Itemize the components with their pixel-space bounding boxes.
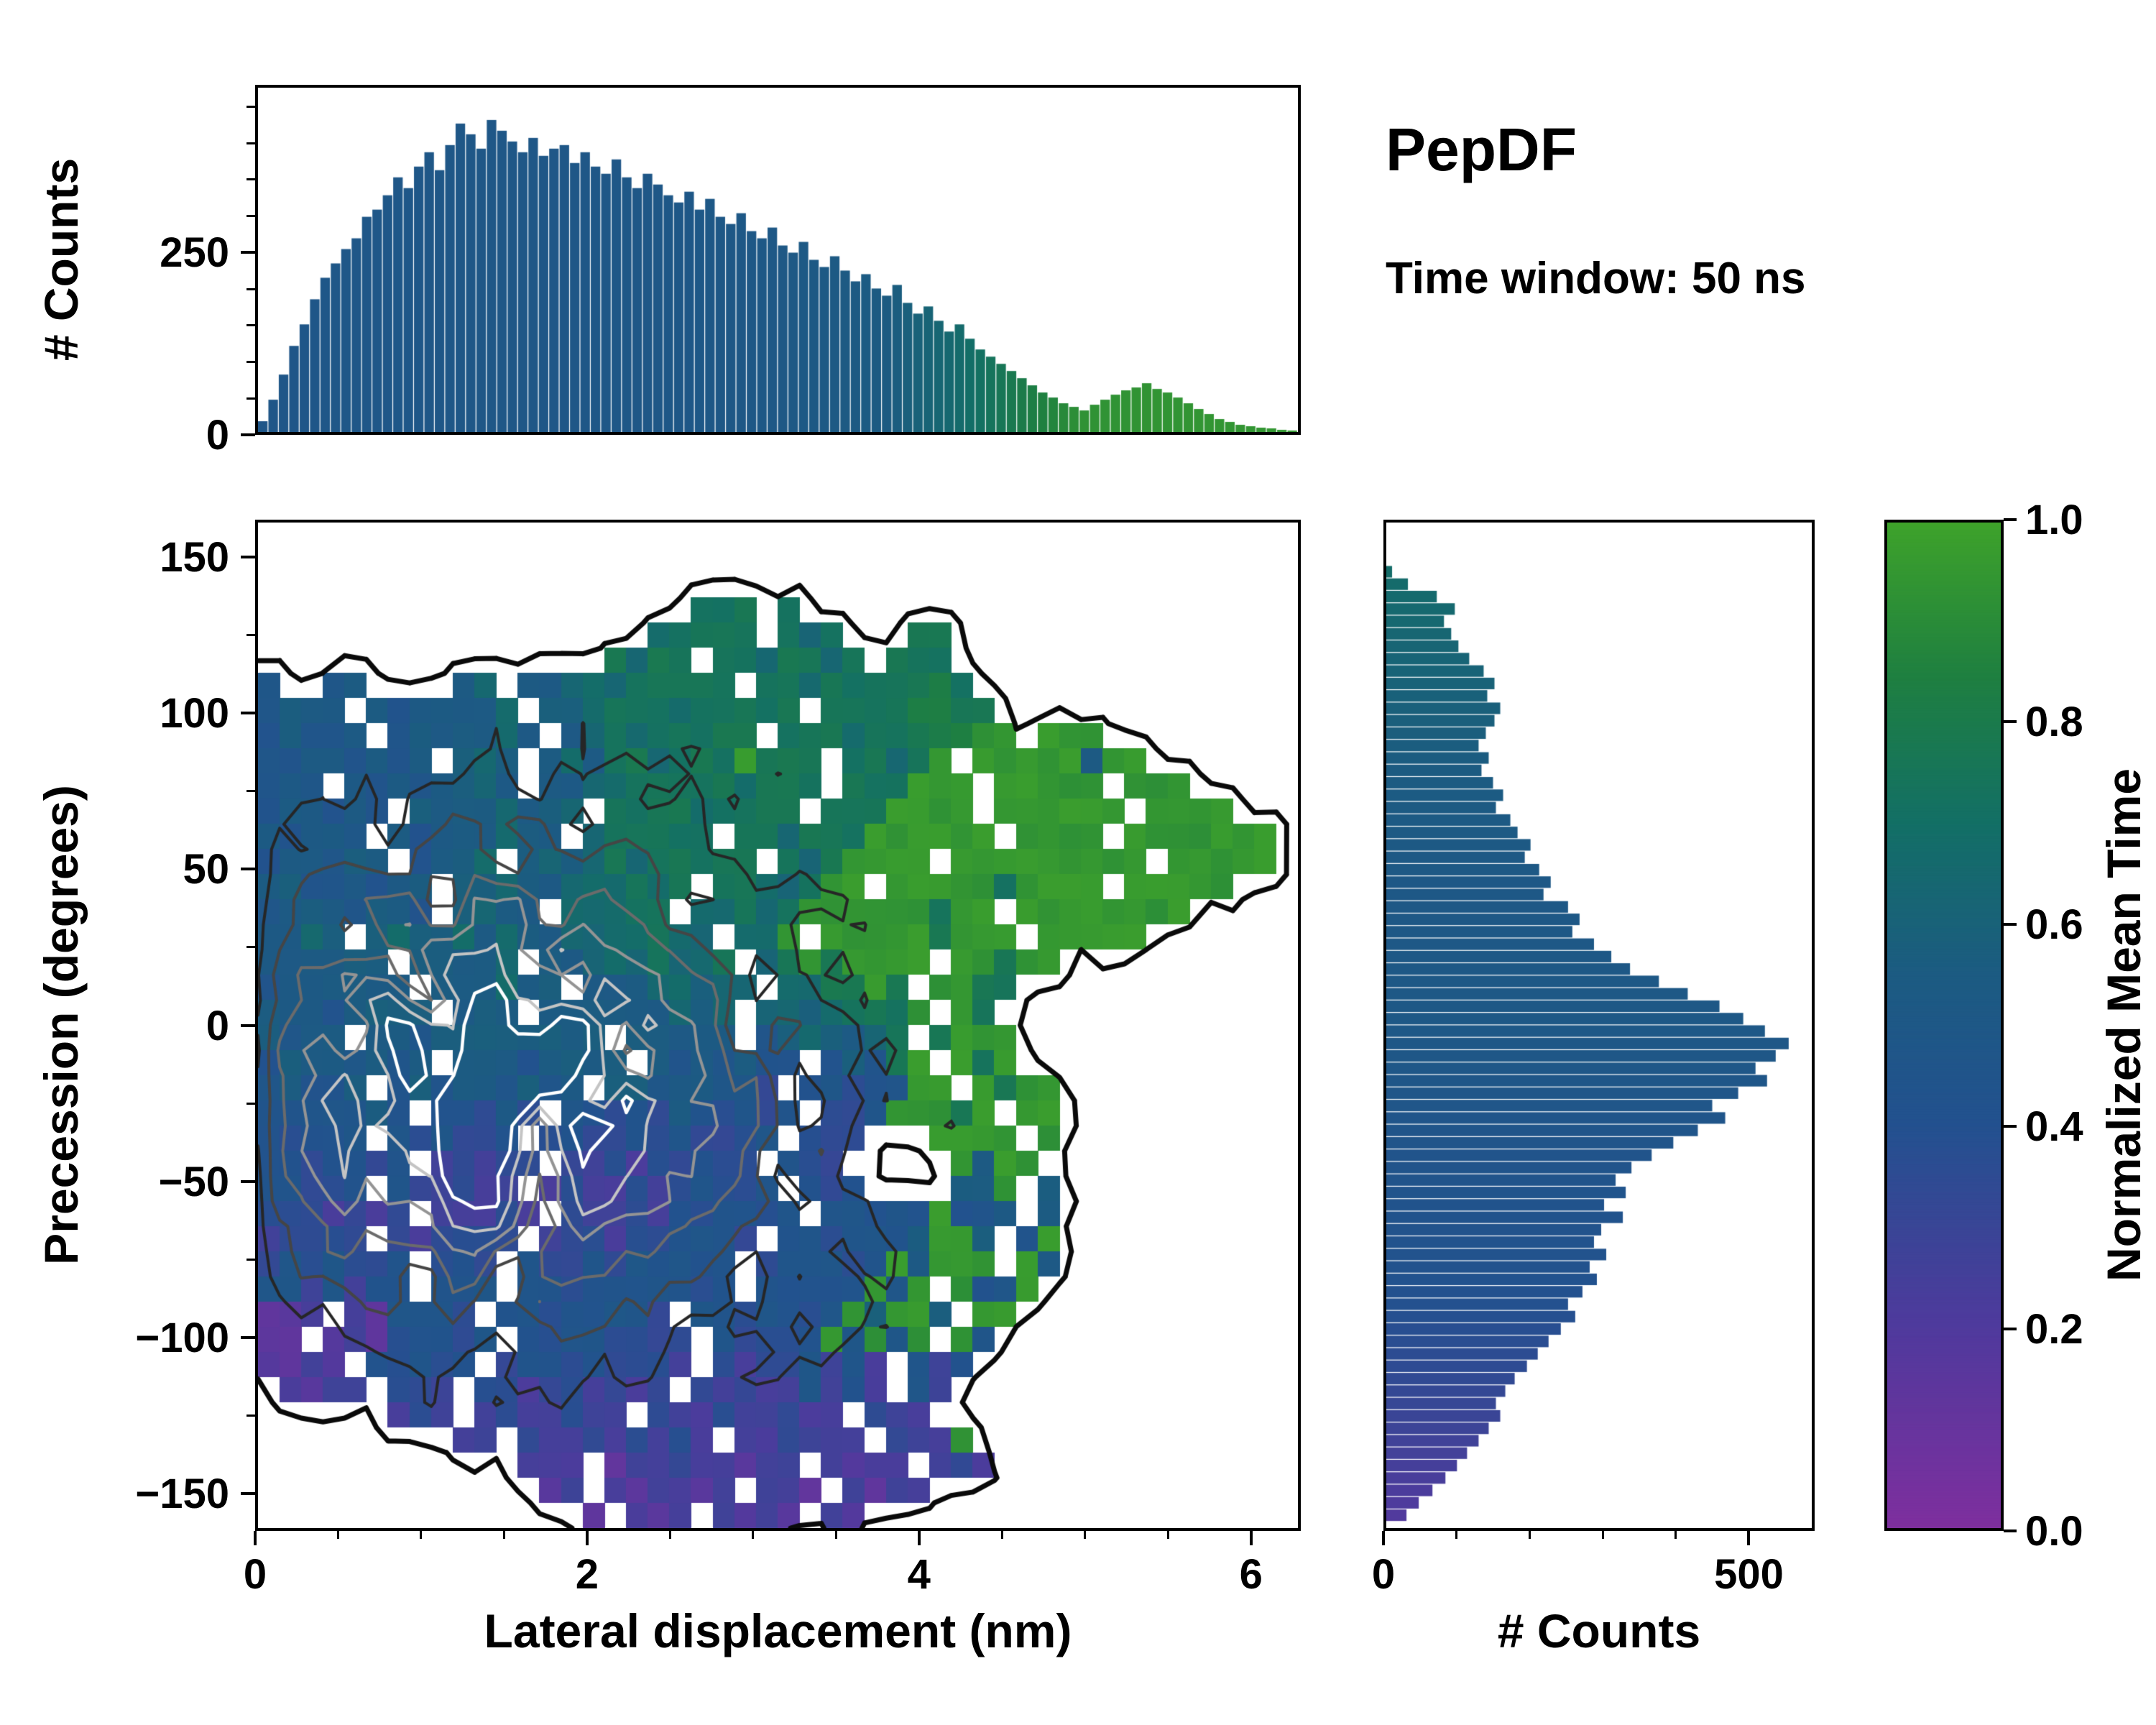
heatmap-contour-canvas	[258, 523, 1298, 1528]
right-x-minor-tick	[1674, 1531, 1677, 1539]
right-x-minor-tick	[1601, 1531, 1604, 1539]
top-y-axis-label: # Counts	[34, 157, 88, 362]
main-x-minor-tick	[834, 1531, 837, 1539]
colorbar-tick-label: 0.6	[2025, 901, 2083, 948]
main-x-tick	[917, 1531, 921, 1545]
main-y-minor-tick	[247, 946, 255, 949]
top-y-minor-tick	[247, 105, 255, 108]
colorbar-tick-label: 0.0	[2025, 1508, 2083, 1555]
right-histogram-canvas	[1386, 523, 1812, 1528]
top-y-minor-tick	[247, 288, 255, 290]
main-x-minor-tick	[668, 1531, 671, 1539]
figure-subtitle: Time window: 50 ns	[1386, 254, 1806, 303]
colorbar-tick	[2004, 1327, 2017, 1330]
top-marginal-histogram-axes	[255, 85, 1301, 435]
main-y-tick-label: 150	[160, 534, 229, 581]
main-heatmap-axes	[255, 520, 1301, 1531]
right-x-tick	[1382, 1531, 1385, 1545]
top-y-tick	[241, 433, 255, 436]
top-y-tick-label: 0	[206, 412, 229, 459]
main-y-tick	[241, 1179, 255, 1183]
main-x-tick-label: 2	[575, 1551, 599, 1598]
colorbar-tick	[2004, 1530, 2017, 1532]
main-x-minor-tick	[502, 1531, 505, 1539]
colorbar-tick	[2004, 518, 2017, 521]
main-y-tick	[241, 1491, 255, 1495]
colorbar-tick	[2004, 1125, 2017, 1128]
main-x-minor-tick	[336, 1531, 339, 1539]
main-x-tick	[585, 1531, 589, 1545]
main-y-tick-label: 0	[206, 1002, 229, 1049]
top-y-minor-tick	[247, 361, 255, 364]
main-y-tick	[241, 556, 255, 559]
top-y-minor-tick	[247, 215, 255, 218]
colorbar-tick-label: 1.0	[2025, 497, 2083, 543]
colorbar-tick-label: 0.4	[2025, 1103, 2083, 1151]
main-y-tick-label: 50	[183, 846, 229, 893]
top-y-minor-tick	[247, 397, 255, 400]
figure-title: PepDF	[1386, 116, 1577, 183]
top-y-minor-tick	[247, 178, 255, 181]
main-y-tick-label: 100	[160, 690, 229, 737]
right-x-minor-tick	[1455, 1531, 1458, 1539]
right-x-minor-tick	[1528, 1531, 1531, 1539]
main-x-tick	[254, 1531, 257, 1545]
main-x-minor-tick	[752, 1531, 755, 1539]
main-x-minor-tick	[420, 1531, 423, 1539]
colorbar-tick	[2004, 720, 2017, 724]
main-y-minor-tick	[247, 1414, 255, 1417]
main-y-tick-label: −50	[158, 1158, 229, 1205]
main-y-tick	[241, 1335, 255, 1339]
top-histogram-canvas	[258, 88, 1298, 432]
main-y-minor-tick	[247, 1258, 255, 1261]
right-x-tick-label: 500	[1714, 1551, 1784, 1598]
top-y-minor-tick	[247, 324, 255, 327]
main-x-tick-label: 6	[1239, 1551, 1263, 1598]
colorbar-gradient-canvas	[1887, 523, 2001, 1528]
top-y-tick-label: 250	[160, 229, 229, 277]
colorbar	[1884, 520, 2004, 1531]
main-x-tick	[1249, 1531, 1253, 1545]
right-marginal-histogram-axes	[1383, 520, 1815, 1531]
colorbar-tick-label: 0.8	[2025, 699, 2083, 746]
main-y-tick-label: −150	[135, 1470, 229, 1517]
main-x-minor-tick	[1166, 1531, 1169, 1539]
main-y-tick	[241, 1024, 255, 1027]
colorbar-tick-label: 0.2	[2025, 1305, 2083, 1353]
top-y-minor-tick	[247, 142, 255, 144]
right-x-axis-label: # Counts	[1497, 1604, 1701, 1657]
main-x-tick-label: 0	[243, 1551, 267, 1598]
right-x-tick-label: 0	[1371, 1551, 1396, 1598]
main-x-minor-tick	[1084, 1531, 1087, 1539]
main-y-minor-tick	[247, 634, 255, 637]
main-x-tick-label: 4	[907, 1551, 931, 1598]
colorbar-tick	[2004, 922, 2017, 926]
main-y-tick	[241, 712, 255, 715]
right-x-tick	[1747, 1531, 1751, 1545]
main-y-minor-tick	[247, 790, 255, 793]
main-y-minor-tick	[247, 1102, 255, 1105]
main-x-axis-label: Lateral displacement (nm)	[484, 1604, 1072, 1657]
main-y-tick-label: −100	[135, 1314, 229, 1361]
top-y-tick	[241, 251, 255, 254]
main-y-tick	[241, 868, 255, 871]
main-x-minor-tick	[1000, 1531, 1003, 1539]
